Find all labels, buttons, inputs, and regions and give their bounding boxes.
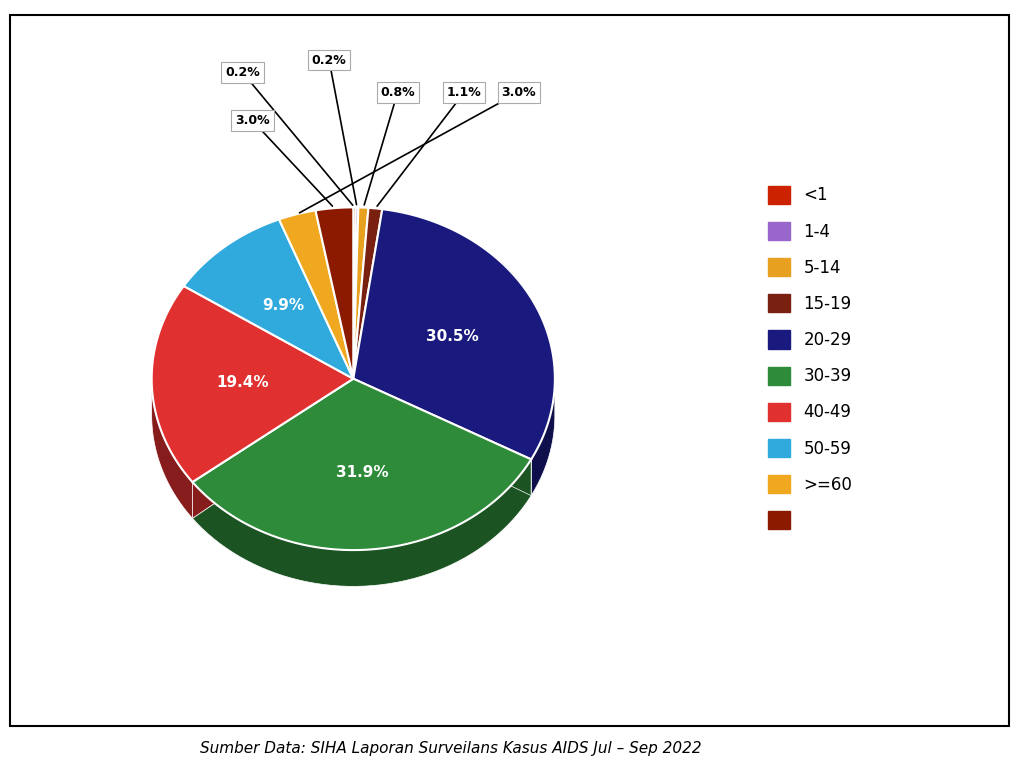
Text: 3.0%: 3.0% [502,86,536,99]
Text: Sumber Data: SIHA Laporan Surveilans Kasus AIDS Jul – Sep 2022: Sumber Data: SIHA Laporan Surveilans Kas… [200,741,701,756]
Polygon shape [280,210,353,379]
Polygon shape [193,379,353,518]
Polygon shape [353,209,555,459]
Polygon shape [193,379,531,550]
Text: 19.4%: 19.4% [216,375,268,390]
Polygon shape [353,207,369,379]
Polygon shape [315,207,353,379]
Polygon shape [353,379,531,495]
Polygon shape [531,382,555,495]
Polygon shape [353,207,358,379]
Polygon shape [353,207,355,379]
Text: 0.8%: 0.8% [380,86,415,99]
Text: 0.2%: 0.2% [311,54,346,67]
Polygon shape [183,220,353,379]
Text: 3.0%: 3.0% [236,114,269,127]
Polygon shape [152,379,193,518]
Text: 9.9%: 9.9% [262,299,304,313]
Text: 1.1%: 1.1% [446,86,481,99]
Polygon shape [353,379,531,495]
Text: 31.9%: 31.9% [336,465,388,480]
Polygon shape [193,379,353,518]
Legend: <1, 1-4, 5-14, 15-19, 20-29, 30-39, 40-49, 50-59, >=60, : <1, 1-4, 5-14, 15-19, 20-29, 30-39, 40-4… [762,179,859,537]
Text: 0.2%: 0.2% [225,66,260,79]
Text: 30.5%: 30.5% [426,329,478,344]
Polygon shape [152,286,353,482]
Polygon shape [353,208,382,379]
Polygon shape [193,459,531,586]
